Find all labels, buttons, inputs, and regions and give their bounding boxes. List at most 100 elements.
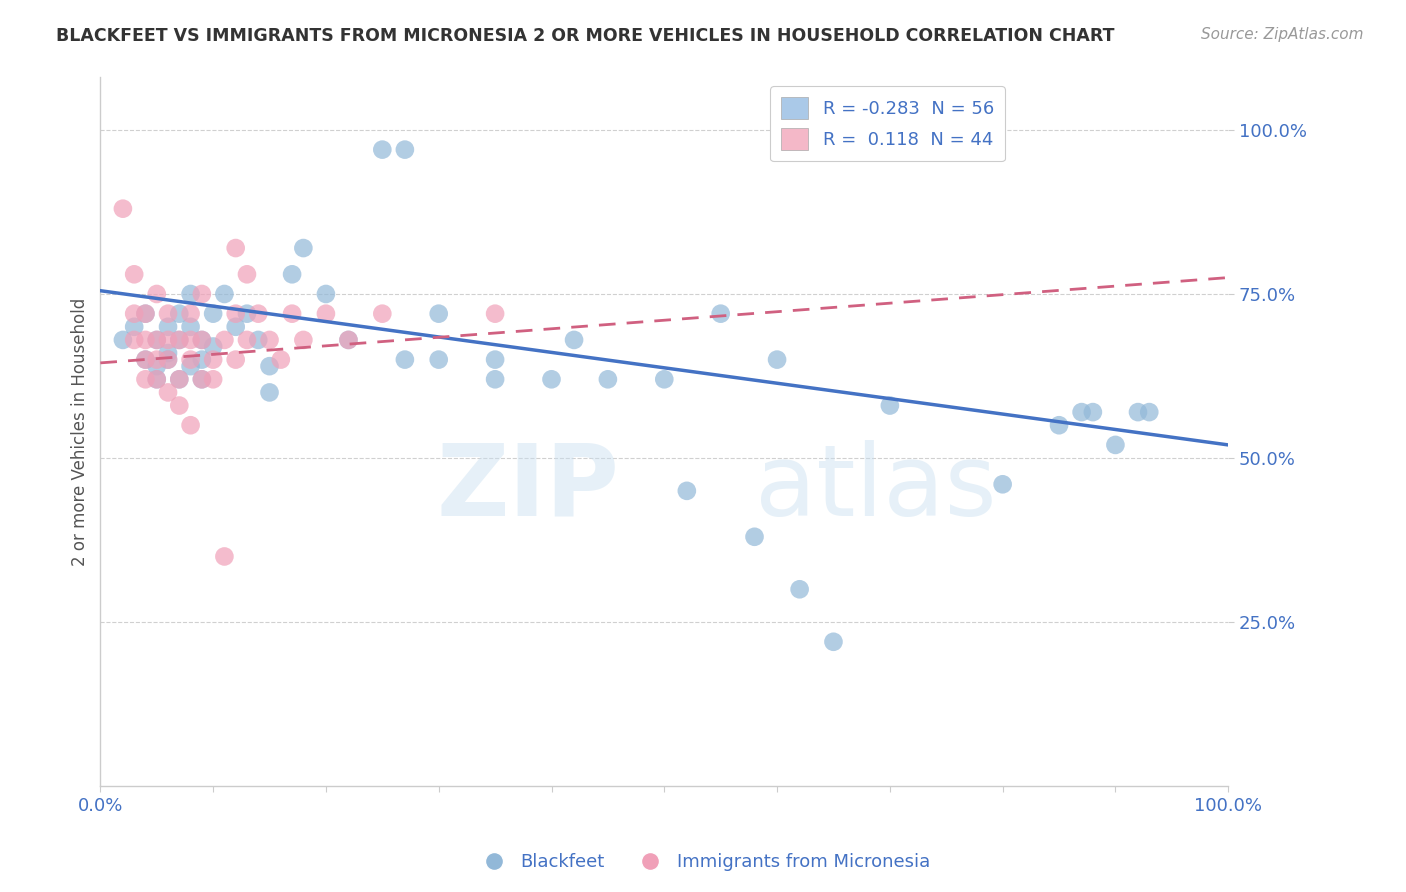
Point	[122, 333, 145, 347]
Point	[315, 287, 337, 301]
Point	[315, 307, 337, 321]
Point	[259, 385, 281, 400]
Point	[122, 268, 145, 282]
Point	[157, 333, 180, 347]
Point	[145, 333, 167, 347]
Point	[292, 333, 315, 347]
Point	[1137, 405, 1160, 419]
Point	[180, 307, 202, 321]
Point	[247, 333, 270, 347]
Point	[134, 307, 156, 321]
Point	[191, 352, 214, 367]
Point	[169, 333, 191, 347]
Point	[145, 372, 167, 386]
Point	[145, 352, 167, 367]
Point	[214, 549, 236, 564]
Point	[157, 385, 180, 400]
Point	[134, 352, 156, 367]
Point	[823, 634, 845, 648]
Point	[202, 307, 225, 321]
Point	[270, 352, 292, 367]
Point	[676, 483, 699, 498]
Point	[652, 372, 675, 386]
Point	[292, 241, 315, 255]
Legend: R = -0.283  N = 56, R =  0.118  N = 44: R = -0.283 N = 56, R = 0.118 N = 44	[770, 87, 1005, 161]
Point	[169, 372, 191, 386]
Point	[371, 143, 394, 157]
Point	[259, 333, 281, 347]
Point	[169, 307, 191, 321]
Point	[427, 352, 450, 367]
Point	[337, 333, 360, 347]
Point	[427, 307, 450, 321]
Point	[180, 352, 202, 367]
Point	[134, 372, 156, 386]
Point	[202, 339, 225, 353]
Point	[180, 359, 202, 374]
Point	[145, 333, 167, 347]
Point	[236, 268, 259, 282]
Point	[789, 582, 811, 597]
Point	[157, 319, 180, 334]
Text: atlas: atlas	[755, 440, 995, 537]
Legend: Blackfeet, Immigrants from Micronesia: Blackfeet, Immigrants from Micronesia	[468, 847, 938, 879]
Point	[202, 352, 225, 367]
Point	[214, 333, 236, 347]
Point	[191, 287, 214, 301]
Point	[281, 307, 304, 321]
Point	[394, 352, 416, 367]
Y-axis label: 2 or more Vehicles in Household: 2 or more Vehicles in Household	[72, 298, 89, 566]
Point	[145, 359, 167, 374]
Point	[169, 372, 191, 386]
Text: ZIP: ZIP	[436, 440, 619, 537]
Point	[122, 307, 145, 321]
Point	[169, 399, 191, 413]
Point	[111, 333, 134, 347]
Point	[225, 352, 247, 367]
Point	[191, 372, 214, 386]
Point	[134, 352, 156, 367]
Text: BLACKFEET VS IMMIGRANTS FROM MICRONESIA 2 OR MORE VEHICLES IN HOUSEHOLD CORRELAT: BLACKFEET VS IMMIGRANTS FROM MICRONESIA …	[56, 27, 1115, 45]
Point	[180, 333, 202, 347]
Text: Source: ZipAtlas.com: Source: ZipAtlas.com	[1201, 27, 1364, 42]
Point	[540, 372, 562, 386]
Point	[484, 372, 506, 386]
Point	[236, 333, 259, 347]
Point	[236, 307, 259, 321]
Point	[134, 333, 156, 347]
Point	[710, 307, 733, 321]
Point	[191, 333, 214, 347]
Point	[562, 333, 585, 347]
Point	[145, 372, 167, 386]
Point	[191, 333, 214, 347]
Point	[1104, 438, 1126, 452]
Point	[180, 418, 202, 433]
Point	[157, 352, 180, 367]
Point	[122, 319, 145, 334]
Point	[145, 287, 167, 301]
Point	[879, 399, 901, 413]
Point	[157, 352, 180, 367]
Point	[484, 352, 506, 367]
Point	[214, 287, 236, 301]
Point	[1047, 418, 1070, 433]
Point	[180, 287, 202, 301]
Point	[371, 307, 394, 321]
Point	[596, 372, 619, 386]
Point	[744, 530, 766, 544]
Point	[225, 319, 247, 334]
Point	[766, 352, 789, 367]
Point	[484, 307, 506, 321]
Point	[157, 307, 180, 321]
Point	[247, 307, 270, 321]
Point	[1081, 405, 1104, 419]
Point	[1070, 405, 1092, 419]
Point	[991, 477, 1014, 491]
Point	[225, 307, 247, 321]
Point	[1126, 405, 1149, 419]
Point	[394, 143, 416, 157]
Point	[337, 333, 360, 347]
Point	[225, 241, 247, 255]
Point	[259, 359, 281, 374]
Point	[202, 372, 225, 386]
